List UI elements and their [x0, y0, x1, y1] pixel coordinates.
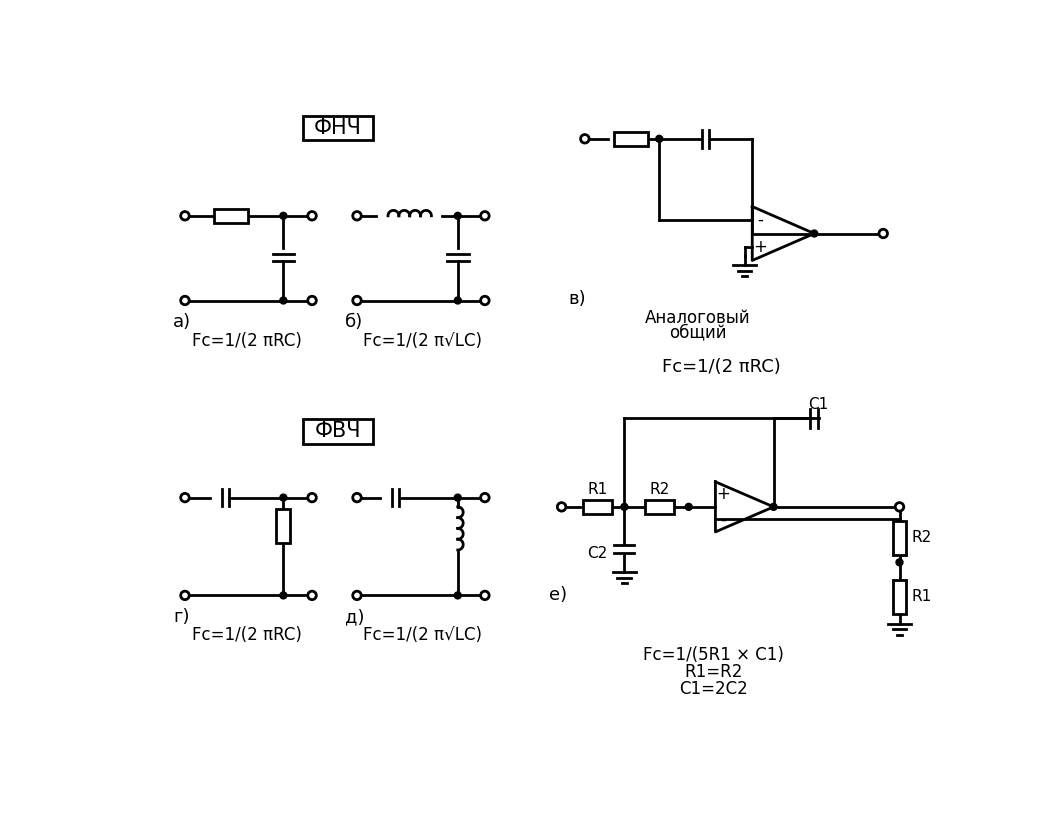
Circle shape	[352, 591, 361, 600]
Text: е): е)	[549, 587, 567, 604]
Text: C1=2C2: C1=2C2	[679, 680, 748, 698]
Circle shape	[181, 296, 189, 305]
Circle shape	[454, 212, 461, 219]
Circle shape	[480, 493, 489, 502]
Bar	[276, 509, 290, 543]
Text: д): д)	[345, 608, 365, 626]
Text: -: -	[758, 211, 763, 229]
Text: R2: R2	[912, 530, 932, 545]
Circle shape	[352, 296, 361, 305]
Circle shape	[656, 135, 662, 142]
Text: Fc=1/(2 π√LC): Fc=1/(2 π√LC)	[363, 626, 482, 644]
Circle shape	[480, 212, 489, 220]
Circle shape	[770, 504, 777, 510]
Circle shape	[308, 591, 316, 600]
Circle shape	[621, 504, 627, 510]
Text: Fc=1/(2 πRC): Fc=1/(2 πRC)	[191, 332, 302, 350]
Bar	[303, 116, 372, 141]
Text: б): б)	[345, 313, 364, 331]
Circle shape	[480, 296, 489, 305]
Bar	[615, 132, 649, 146]
Circle shape	[308, 296, 316, 305]
Circle shape	[308, 212, 316, 220]
Circle shape	[280, 212, 287, 219]
Circle shape	[454, 494, 461, 501]
Circle shape	[280, 592, 287, 599]
Circle shape	[280, 297, 287, 304]
Bar	[303, 419, 372, 444]
Circle shape	[558, 503, 566, 511]
Circle shape	[581, 135, 589, 143]
Text: Fc=1/(5R1 × C1): Fc=1/(5R1 × C1)	[643, 646, 784, 663]
Text: Fc=1/(2 πRC): Fc=1/(2 πRC)	[662, 358, 781, 376]
Text: R1: R1	[587, 482, 607, 497]
Circle shape	[895, 503, 904, 511]
Text: а): а)	[174, 313, 191, 331]
Circle shape	[454, 592, 461, 599]
Circle shape	[181, 493, 189, 502]
Bar	[583, 500, 612, 514]
Text: в): в)	[568, 290, 586, 308]
Text: Fc=1/(2 π√LC): Fc=1/(2 π√LC)	[363, 332, 482, 350]
Text: ФВЧ: ФВЧ	[314, 421, 361, 441]
Text: -: -	[720, 510, 726, 528]
Circle shape	[896, 559, 902, 565]
Circle shape	[308, 493, 316, 502]
Circle shape	[181, 212, 189, 220]
Text: R2: R2	[650, 482, 670, 497]
Text: C2: C2	[587, 546, 607, 560]
Bar	[214, 209, 248, 223]
Circle shape	[454, 297, 461, 304]
Circle shape	[352, 493, 361, 502]
Text: +: +	[753, 238, 767, 256]
Bar	[893, 521, 907, 555]
Circle shape	[181, 591, 189, 600]
Text: г): г)	[174, 608, 189, 626]
Text: Аналоговый: Аналоговый	[645, 309, 751, 328]
Text: Fc=1/(2 πRC): Fc=1/(2 πRC)	[191, 626, 302, 644]
Text: ФНЧ: ФНЧ	[313, 118, 362, 138]
Circle shape	[280, 494, 287, 501]
Circle shape	[810, 230, 818, 237]
Circle shape	[480, 591, 489, 600]
Text: +: +	[716, 486, 730, 504]
Text: C1: C1	[808, 397, 828, 412]
Text: общий: общий	[670, 323, 727, 341]
Text: R1=R2: R1=R2	[685, 663, 743, 681]
Text: R1: R1	[912, 589, 932, 604]
Bar	[893, 580, 907, 614]
Circle shape	[879, 230, 888, 238]
Circle shape	[352, 212, 361, 220]
Circle shape	[686, 504, 692, 510]
Bar	[644, 500, 674, 514]
